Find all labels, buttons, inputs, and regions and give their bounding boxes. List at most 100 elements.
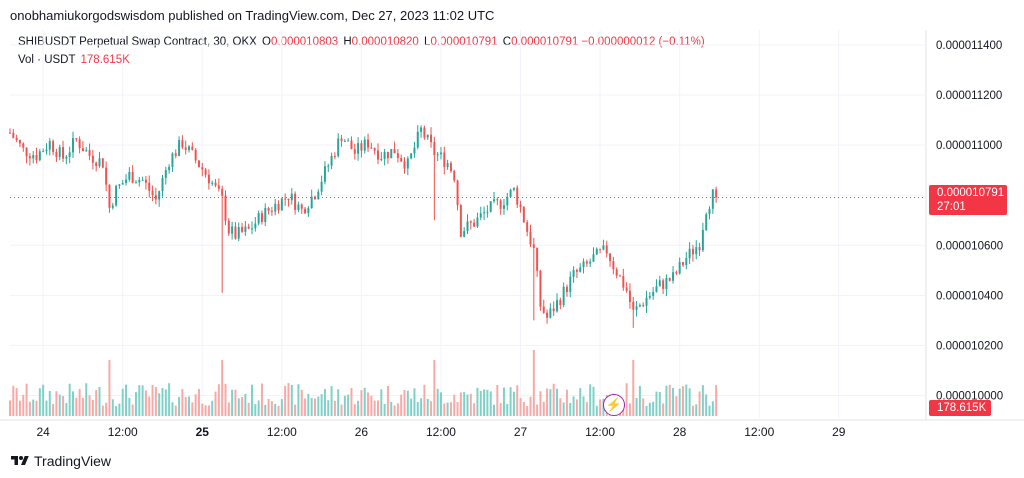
volume-bar [549,389,552,416]
candle-body [111,205,114,208]
volume-bar [115,406,118,416]
volume-bar [247,402,250,416]
candle-body [592,254,595,262]
candle-body [619,275,621,277]
volume-bar [403,390,406,416]
x-tick-label: 28 [673,425,687,439]
candle-body [705,214,708,230]
candle-body [383,151,386,160]
candle-body [443,152,446,168]
x-tick-label: 12:00 [426,425,456,439]
volume-bar [320,394,323,416]
volume-bar [134,392,137,416]
candle-body [376,150,379,160]
candle-body [171,153,174,167]
candle-body [227,220,230,234]
candle-body [519,204,522,207]
candle-body [91,155,94,163]
candle-body [121,183,124,185]
volume-bar [708,405,711,416]
tradingview-logo: TradingView [10,453,111,469]
volume-bar [28,401,31,416]
candle-body [367,139,370,148]
candle-body [28,156,31,159]
volume-bar [509,387,512,416]
volume-bar [184,396,187,416]
volume-bar [327,400,330,416]
volume-bar [536,404,539,416]
candle-body [154,195,157,200]
y-tick-label: 0.000011000 [936,140,1002,152]
volume-bar [423,384,426,416]
candle-body [343,141,346,143]
candle-body [148,182,151,191]
volume-bar [357,400,360,416]
volume-bar [459,392,462,416]
volume-bar [426,398,429,416]
candle-body [161,177,164,192]
volume-label: Vol · USDT [18,54,76,66]
last-volume-badge: 178.615K [929,400,991,416]
candle-body [662,280,665,289]
last-price-value: 0.000010791 [937,187,1005,199]
volume-bar [207,405,210,416]
volume-bar [101,405,104,416]
candle-body [658,280,661,287]
volume-bar [234,389,237,416]
volume-bar [138,385,141,416]
candle-body [184,147,187,150]
candle-body [416,131,419,148]
candle-body [652,291,655,296]
publish-info: onobhamiukorgodswisdom published on Trad… [10,8,495,23]
volume-bar [449,402,452,416]
candle-body [270,210,273,212]
candle-body [496,199,499,201]
x-tick-label: 12:00 [744,425,774,439]
candle-body [231,226,234,234]
volume-bar [317,396,320,416]
volume-bar [400,394,403,416]
volume-bar [267,398,270,416]
volume-bar [516,385,519,416]
volume-bar [390,401,393,416]
candle-body [390,149,393,159]
candle-body [274,203,277,212]
volume-bar [141,385,144,416]
volume-bar [128,397,131,416]
candle-body [105,167,108,185]
candle-body [65,156,68,159]
candle-body [628,290,631,302]
volume-bar [652,401,655,416]
candle-body [685,258,688,266]
candle-body [625,287,628,291]
volume-bar [393,405,396,416]
candle-body [499,200,502,209]
candle-body [532,244,535,248]
volume-bar [85,383,88,416]
candle-body [466,221,469,231]
candle-body [353,149,356,154]
price-chart[interactable]: 0.000011400 0.000011200 0.000011000 0.00001… [0,0,1024,448]
candle-body [280,198,283,211]
volume-bar [148,396,151,416]
volume-bar [121,388,124,416]
volume-bar [330,386,333,416]
volume-bar [65,403,68,416]
volume-bar [314,398,316,416]
lightning-icon[interactable]: ⚡ [603,394,625,416]
volume-bar [486,389,489,416]
volume-bar [52,404,55,416]
candle-body [45,149,48,152]
volume-bar [526,406,529,416]
candle-body [350,140,353,150]
candle-body [509,189,512,197]
brand-name: TradingView [34,453,112,469]
candle-body [665,278,668,289]
candle-body [52,141,55,152]
candle-body [446,163,449,168]
candle-body [35,155,38,161]
volume-bar [625,383,628,416]
volume-bar [227,402,230,416]
candle-body [638,305,641,307]
candle-body [695,247,698,255]
